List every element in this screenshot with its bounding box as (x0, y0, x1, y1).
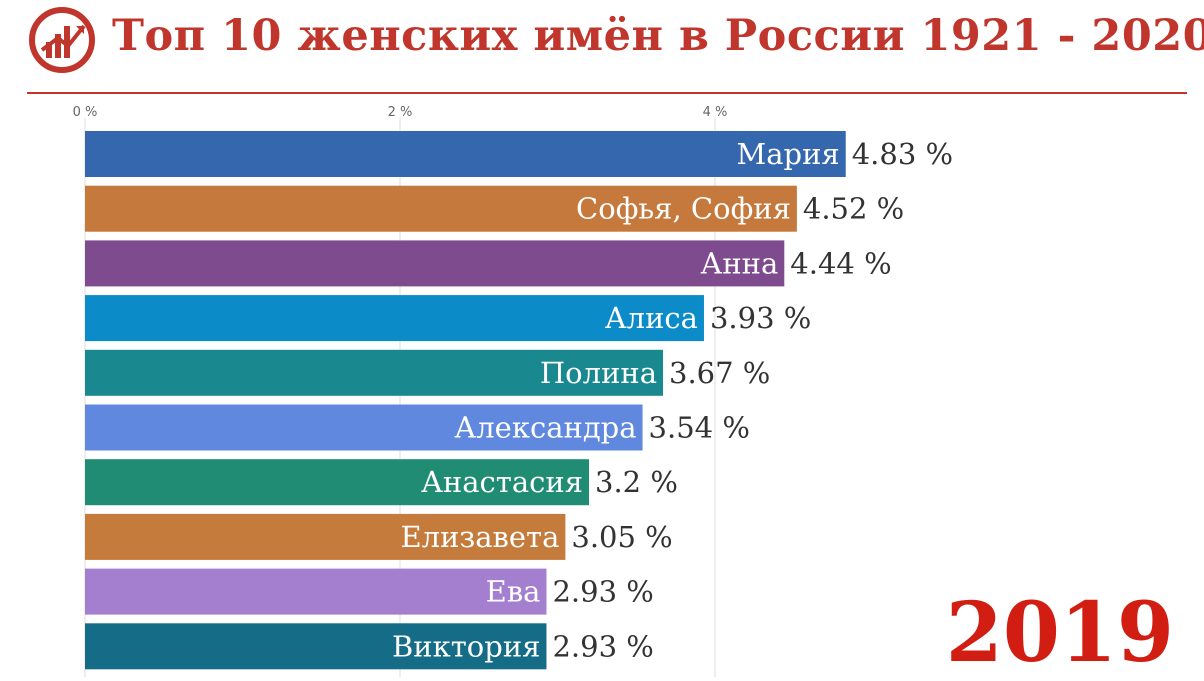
bar (85, 295, 704, 342)
bar-chart: 0 % 2 % 4 % Мария 4.83 % Софья, София 4.52 % Ан… (73, 105, 953, 677)
bar (85, 459, 589, 506)
bar-name-label: Алиса (605, 301, 698, 335)
header: Топ 10 женских имён в России 1921 - 2020 (0, 0, 1204, 96)
x-tick-label: 2 % (388, 105, 413, 120)
bar-name-label: Мария (737, 137, 840, 171)
bar-name-label: Анастасия (421, 465, 583, 499)
bar (85, 513, 566, 560)
bar-value-label: 3.2 % (595, 465, 678, 499)
chart-logo-icon (29, 7, 95, 73)
year-label: 2019 (945, 585, 1174, 681)
bar-value-label: 3.54 % (649, 411, 750, 445)
bar (85, 568, 547, 615)
bar-name-label: Полина (540, 356, 657, 390)
bar-name-label: Виктория (392, 629, 540, 663)
bar (85, 240, 785, 287)
bar (85, 404, 643, 451)
bar-value-label: 3.05 % (571, 520, 672, 554)
page-title: Топ 10 женских имён в России 1921 - 2020 (112, 11, 1204, 61)
bar-value-label: 4.83 % (852, 137, 953, 171)
bar-name-label: Александра (454, 411, 636, 445)
bar-name-label: Анна (700, 246, 778, 280)
bar-name-label: Софья, София (576, 192, 791, 226)
bar (85, 349, 664, 396)
title-divider (27, 92, 1187, 94)
bar (85, 131, 846, 177)
bar-value-label: 2.93 % (552, 629, 653, 663)
bar (85, 623, 547, 670)
x-tick-label: 0 % (73, 105, 98, 120)
bar-name-label: Елизавета (401, 520, 560, 554)
bar-value-label: 2.93 % (552, 575, 653, 609)
bar-value-label: 3.67 % (669, 356, 770, 390)
bar-value-label: 4.52 % (803, 192, 904, 226)
bar-name-label: Ева (486, 575, 541, 609)
bar (85, 185, 797, 232)
x-tick-label: 4 % (703, 105, 728, 120)
bar-value-label: 3.93 % (710, 301, 811, 335)
bar-value-label: 4.44 % (790, 246, 891, 280)
